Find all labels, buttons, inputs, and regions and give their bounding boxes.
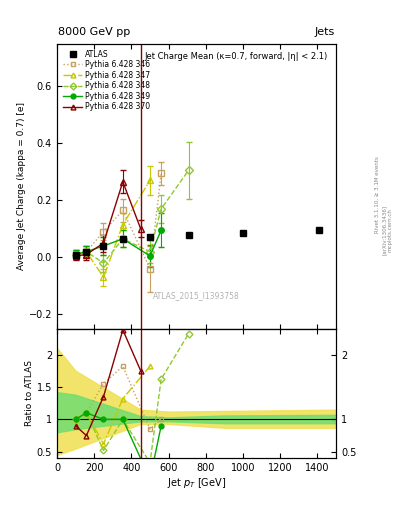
Y-axis label: Ratio to ATLAS: Ratio to ATLAS xyxy=(25,360,34,426)
Text: Jets: Jets xyxy=(315,27,335,37)
Text: mcplots.cern.ch: mcplots.cern.ch xyxy=(388,208,393,252)
Text: ATLAS_2015_I1393758: ATLAS_2015_I1393758 xyxy=(153,291,240,300)
X-axis label: Jet $p_T$ [GeV]: Jet $p_T$ [GeV] xyxy=(167,476,226,490)
Text: [arXiv:1306.3436]: [arXiv:1306.3436] xyxy=(382,205,386,255)
Text: Rivet 3.1.10, ≥ 3.1M events: Rivet 3.1.10, ≥ 3.1M events xyxy=(375,156,380,233)
Legend: ATLAS, Pythia 6.428 346, Pythia 6.428 347, Pythia 6.428 348, Pythia 6.428 349, P: ATLAS, Pythia 6.428 346, Pythia 6.428 34… xyxy=(61,47,152,114)
Text: 8000 GeV pp: 8000 GeV pp xyxy=(58,27,130,37)
Y-axis label: Average Jet Charge (kappa = 0.7) [e]: Average Jet Charge (kappa = 0.7) [e] xyxy=(17,102,26,270)
Text: Jet Charge Mean (κ=0.7, forward, |η| < 2.1): Jet Charge Mean (κ=0.7, forward, |η| < 2… xyxy=(144,52,328,61)
